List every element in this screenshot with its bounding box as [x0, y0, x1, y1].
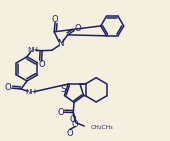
Text: O: O: [52, 15, 58, 24]
Text: O: O: [70, 115, 76, 124]
Text: O: O: [5, 83, 12, 92]
Text: O: O: [74, 24, 81, 33]
Text: NH: NH: [27, 47, 38, 53]
Text: CH₂CH₃: CH₂CH₃: [90, 125, 113, 130]
Text: O: O: [57, 108, 64, 117]
Text: O: O: [66, 129, 73, 138]
Text: S: S: [61, 85, 66, 94]
Text: NH: NH: [25, 89, 36, 95]
Text: O: O: [72, 120, 78, 129]
Text: O: O: [38, 60, 45, 69]
Text: N: N: [57, 39, 64, 48]
